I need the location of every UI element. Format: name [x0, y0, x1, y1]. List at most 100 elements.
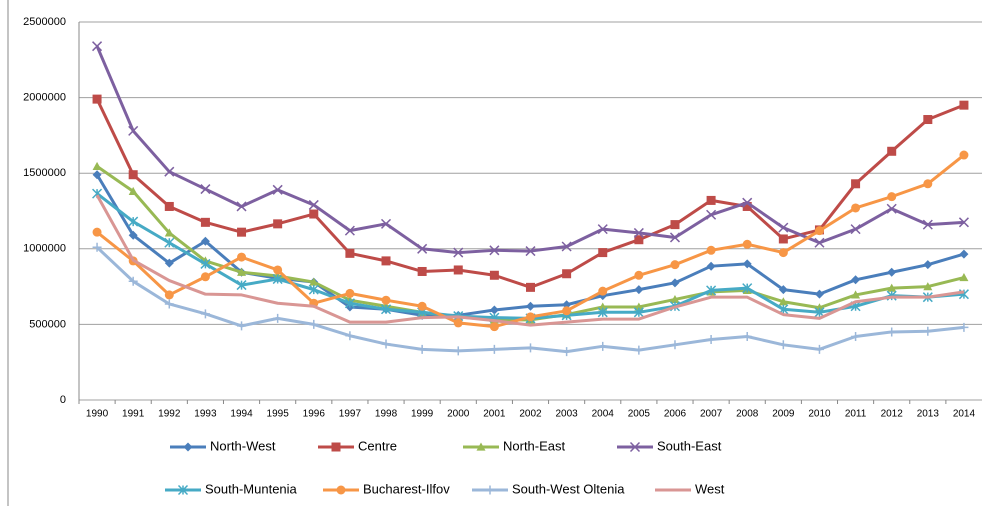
legend-label: Bucharest-Ilfov	[363, 481, 450, 496]
point	[597, 307, 608, 318]
point	[778, 222, 789, 233]
x-tick-label: 1992	[158, 409, 181, 420]
point	[164, 299, 174, 309]
point	[381, 256, 391, 266]
point	[887, 267, 897, 277]
x-tick-label: 1996	[303, 409, 326, 420]
point	[128, 125, 139, 136]
point	[308, 199, 319, 210]
point	[669, 232, 681, 243]
point	[345, 288, 355, 298]
x-tick-label: 2005	[628, 409, 651, 420]
point	[92, 41, 103, 52]
point	[164, 258, 174, 268]
y-tick-label: 2500000	[23, 16, 66, 28]
legend-marker	[183, 442, 193, 452]
legend-marker	[177, 484, 189, 496]
legend-marker	[485, 485, 495, 495]
point	[200, 309, 210, 319]
point	[706, 261, 716, 271]
point	[923, 326, 933, 336]
point	[237, 321, 247, 331]
x-tick-label: 2012	[881, 409, 904, 420]
x-tick-label: 2009	[772, 409, 795, 420]
point	[489, 270, 499, 280]
point	[562, 347, 572, 357]
x-tick-label: 1991	[122, 409, 145, 420]
point	[200, 236, 210, 246]
point	[959, 100, 969, 110]
point	[128, 170, 138, 180]
point	[706, 335, 716, 345]
point	[345, 331, 355, 341]
legend-label: South-Muntenia	[205, 481, 298, 496]
legend-marker	[331, 442, 341, 452]
point	[236, 201, 247, 212]
point	[598, 248, 608, 258]
point	[489, 245, 500, 256]
point	[923, 260, 933, 270]
point	[634, 285, 644, 295]
point	[309, 319, 319, 329]
point	[742, 239, 752, 249]
point	[164, 228, 174, 237]
point	[923, 179, 933, 189]
point	[598, 341, 608, 351]
point	[597, 224, 608, 235]
point	[200, 258, 211, 269]
x-tick-label: 1995	[267, 409, 290, 420]
point	[670, 278, 680, 288]
point	[634, 235, 644, 245]
point	[526, 282, 535, 292]
point	[959, 273, 969, 282]
point	[128, 276, 138, 286]
point	[706, 245, 716, 255]
y-tick-label: 1000000	[23, 243, 66, 255]
point	[453, 247, 464, 258]
point	[92, 161, 102, 170]
point	[923, 282, 933, 291]
point	[670, 294, 680, 304]
point	[526, 312, 535, 322]
point	[887, 283, 897, 292]
point	[92, 227, 102, 237]
y-tick-label: 0	[60, 394, 66, 406]
point	[273, 219, 283, 229]
x-tick-label: 1993	[194, 409, 217, 420]
point	[128, 186, 138, 195]
point	[526, 301, 535, 311]
point	[633, 227, 644, 238]
point	[344, 298, 355, 309]
point	[164, 166, 175, 177]
x-tick-label: 2000	[447, 409, 470, 420]
point	[633, 307, 644, 318]
point	[814, 289, 824, 299]
point	[417, 266, 427, 276]
x-tick-label: 1999	[411, 409, 434, 420]
point	[706, 195, 716, 205]
point	[128, 216, 139, 227]
point	[417, 301, 427, 311]
point	[598, 286, 608, 296]
legend-label: West	[695, 481, 725, 496]
legend-marker	[336, 485, 346, 495]
x-tick-label: 2008	[736, 409, 759, 420]
legend-marker	[629, 441, 641, 453]
point	[959, 322, 969, 332]
point	[706, 209, 717, 220]
point	[526, 343, 535, 353]
series-line	[96, 246, 965, 354]
point	[200, 184, 211, 195]
x-tick-label: 2001	[483, 409, 506, 420]
x-tick-label: 1994	[230, 409, 253, 420]
point	[670, 260, 680, 270]
point	[453, 265, 463, 275]
point	[742, 197, 753, 208]
point	[634, 345, 644, 355]
point	[742, 259, 752, 269]
point	[922, 219, 933, 230]
point	[886, 203, 897, 214]
point	[417, 243, 428, 254]
point	[345, 248, 355, 258]
point	[562, 306, 572, 316]
